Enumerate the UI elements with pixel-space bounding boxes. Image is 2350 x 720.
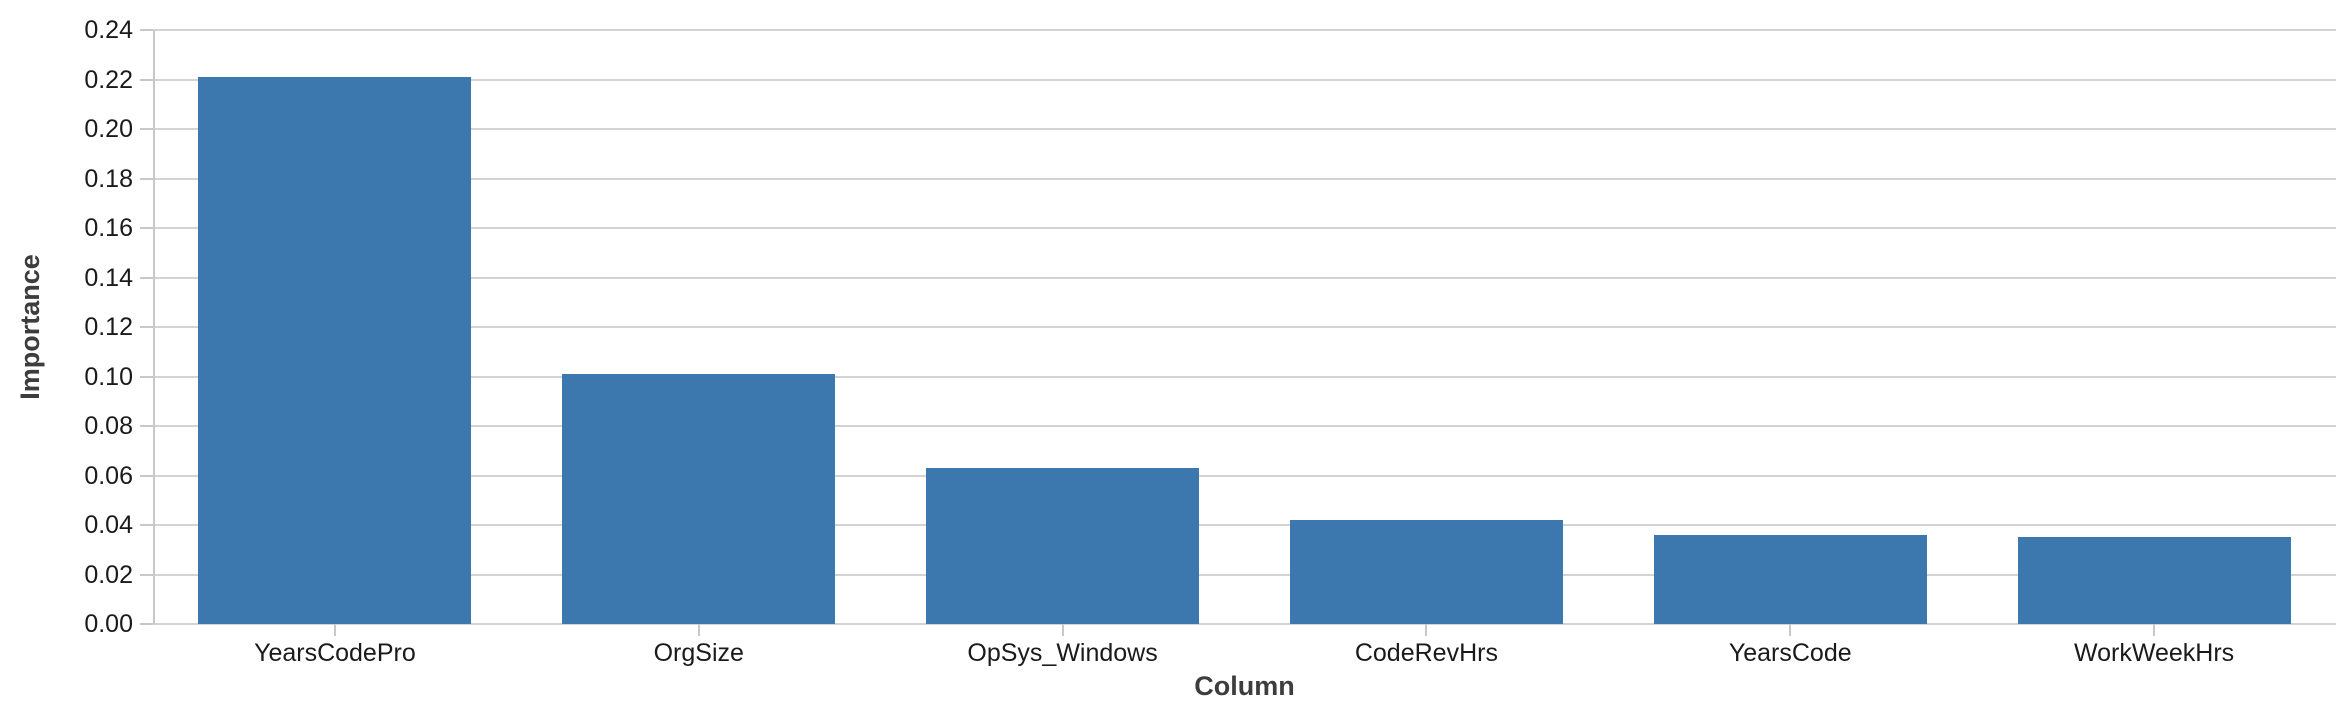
x-tick-mark	[697, 624, 700, 636]
y-tick-mark	[140, 474, 153, 477]
y-tick-mark	[140, 425, 153, 427]
y-tick-label: 0.18	[84, 164, 133, 193]
x-tick-mark	[1789, 624, 1792, 636]
y-gridline	[153, 623, 2336, 625]
y-tick-label: 0.06	[84, 461, 133, 490]
y-tick-label: 0.08	[84, 412, 133, 440]
x-tick-label: CodeRevHrs	[1354, 639, 1498, 667]
y-tick-label: 0.04	[84, 511, 133, 539]
x-tick-mark	[2153, 624, 2156, 636]
y-gridline	[153, 177, 2336, 180]
y-tick-label: 0.16	[84, 214, 133, 242]
x-tick-label: YearsCodePro	[254, 639, 416, 667]
y-axis-spine	[153, 30, 155, 624]
y-tick-mark	[140, 623, 153, 625]
y-tick-mark	[140, 524, 153, 526]
x-tick-mark	[1425, 624, 1428, 636]
y-tick-mark	[140, 276, 153, 279]
y-tick-label: 0.02	[84, 560, 133, 589]
y-gridline	[153, 425, 2336, 427]
y-gridline	[153, 573, 2336, 576]
y-tick-label: 0.24	[84, 16, 133, 44]
x-axis-title: Column	[1194, 671, 1295, 701]
y-tick-mark	[140, 29, 153, 31]
bar-WorkWeekHrs	[2017, 537, 2291, 624]
y-gridline	[153, 474, 2336, 477]
bar-OpSys_Windows	[926, 468, 1200, 624]
y-tick-mark	[140, 326, 153, 328]
y-tick-label: 0.20	[84, 115, 133, 143]
y-tick-mark	[140, 78, 153, 81]
bar-OrgSize	[562, 374, 836, 624]
y-gridline	[153, 375, 2336, 378]
y-tick-mark	[140, 128, 153, 130]
y-tick-mark	[140, 227, 153, 229]
y-tick-label: 0.22	[84, 65, 133, 94]
bar-YearsCode	[1653, 534, 1927, 624]
y-gridline	[153, 29, 2336, 31]
y-gridline	[153, 276, 2336, 279]
x-tick-label: YearsCode	[1728, 639, 1852, 667]
y-tick-mark	[140, 573, 153, 576]
y-gridline	[153, 326, 2336, 328]
y-tick-label: 0.12	[84, 313, 133, 341]
y-tick-label: 0.14	[84, 263, 133, 292]
x-tick-mark	[1061, 624, 1064, 636]
y-gridline	[153, 78, 2336, 81]
y-gridline	[153, 524, 2336, 526]
x-tick-mark	[333, 624, 336, 636]
x-tick-label: OrgSize	[653, 639, 744, 667]
y-axis-title: Importance	[15, 254, 45, 400]
bar-CodeRevHrs	[1289, 520, 1563, 624]
x-tick-label: OpSys_Windows	[967, 639, 1158, 667]
y-gridline	[153, 227, 2336, 229]
y-tick-mark	[140, 177, 153, 180]
y-tick-mark	[140, 375, 153, 378]
x-tick-label: WorkWeekHrs	[2073, 639, 2235, 667]
y-gridline	[153, 128, 2336, 130]
y-tick-label: 0.10	[84, 362, 133, 391]
bar-YearsCodePro	[198, 77, 472, 624]
y-tick-label: 0.00	[84, 610, 133, 638]
